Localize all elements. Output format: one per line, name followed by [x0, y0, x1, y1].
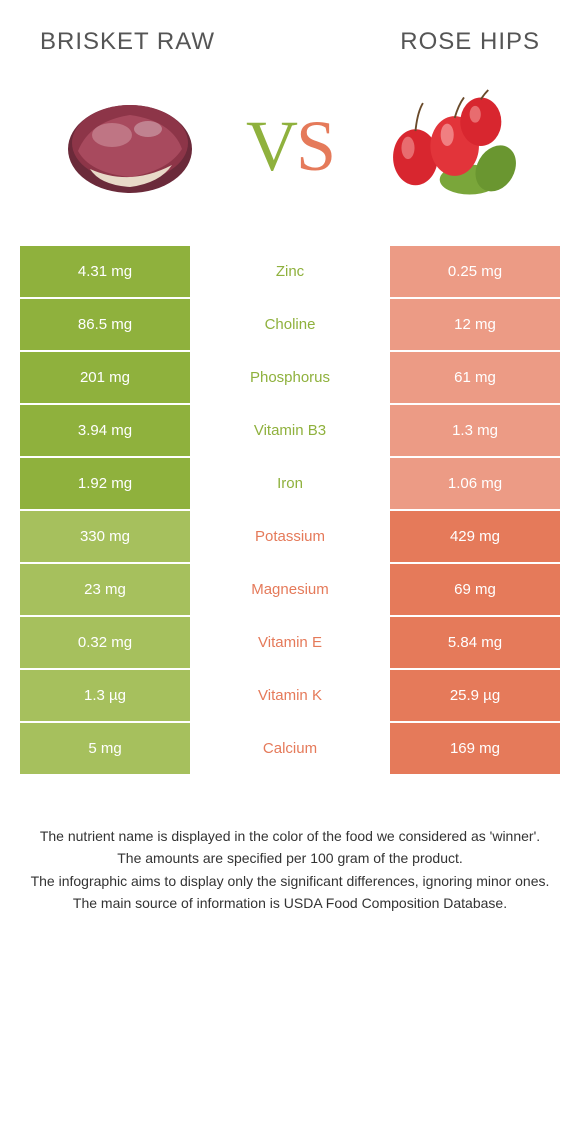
rosehips-image [380, 76, 520, 216]
left-value: 4.31 mg [20, 246, 190, 297]
table-row: 1.3 µgVitamin K25.9 µg [20, 670, 560, 721]
right-value: 25.9 µg [390, 670, 560, 721]
nutrient-name: Choline [190, 299, 390, 350]
footer-line: The main source of information is USDA F… [30, 893, 550, 913]
nutrient-name: Magnesium [190, 564, 390, 615]
left-title: BRISKET RAW [40, 28, 215, 56]
right-value: 429 mg [390, 511, 560, 562]
right-value: 61 mg [390, 352, 560, 403]
right-value: 1.06 mg [390, 458, 560, 509]
nutrient-name: Phosphorus [190, 352, 390, 403]
left-value: 201 mg [20, 352, 190, 403]
vs-label: VS [246, 105, 334, 188]
footer-notes: The nutrient name is displayed in the co… [0, 776, 580, 913]
nutrient-name: Calcium [190, 723, 390, 774]
nutrient-name: Potassium [190, 511, 390, 562]
nutrient-name: Zinc [190, 246, 390, 297]
right-value: 5.84 mg [390, 617, 560, 668]
comparison-table: 4.31 mgZinc0.25 mg86.5 mgCholine12 mg201… [0, 246, 580, 774]
footer-line: The amounts are specified per 100 gram o… [30, 848, 550, 868]
right-value: 1.3 mg [390, 405, 560, 456]
footer-line: The infographic aims to display only the… [30, 871, 550, 891]
table-row: 5 mgCalcium169 mg [20, 723, 560, 774]
left-value: 5 mg [20, 723, 190, 774]
nutrient-name: Vitamin K [190, 670, 390, 721]
right-value: 0.25 mg [390, 246, 560, 297]
left-value: 1.3 µg [20, 670, 190, 721]
table-row: 330 mgPotassium429 mg [20, 511, 560, 562]
table-row: 23 mgMagnesium69 mg [20, 564, 560, 615]
left-value: 1.92 mg [20, 458, 190, 509]
brisket-image [60, 76, 200, 216]
table-row: 1.92 mgIron1.06 mg [20, 458, 560, 509]
nutrient-name: Vitamin E [190, 617, 390, 668]
left-value: 3.94 mg [20, 405, 190, 456]
nutrient-name: Vitamin B3 [190, 405, 390, 456]
table-row: 3.94 mgVitamin B31.3 mg [20, 405, 560, 456]
right-value: 69 mg [390, 564, 560, 615]
right-title: ROSE HIPS [400, 28, 540, 56]
nutrient-name: Iron [190, 458, 390, 509]
vs-v: V [246, 106, 296, 186]
left-value: 86.5 mg [20, 299, 190, 350]
footer-line: The nutrient name is displayed in the co… [30, 826, 550, 846]
left-value: 330 mg [20, 511, 190, 562]
left-value: 0.32 mg [20, 617, 190, 668]
table-row: 201 mgPhosphorus61 mg [20, 352, 560, 403]
right-value: 12 mg [390, 299, 560, 350]
table-row: 4.31 mgZinc0.25 mg [20, 246, 560, 297]
table-row: 86.5 mgCholine12 mg [20, 299, 560, 350]
left-value: 23 mg [20, 564, 190, 615]
table-row: 0.32 mgVitamin E5.84 mg [20, 617, 560, 668]
right-value: 169 mg [390, 723, 560, 774]
vs-s: S [296, 106, 334, 186]
